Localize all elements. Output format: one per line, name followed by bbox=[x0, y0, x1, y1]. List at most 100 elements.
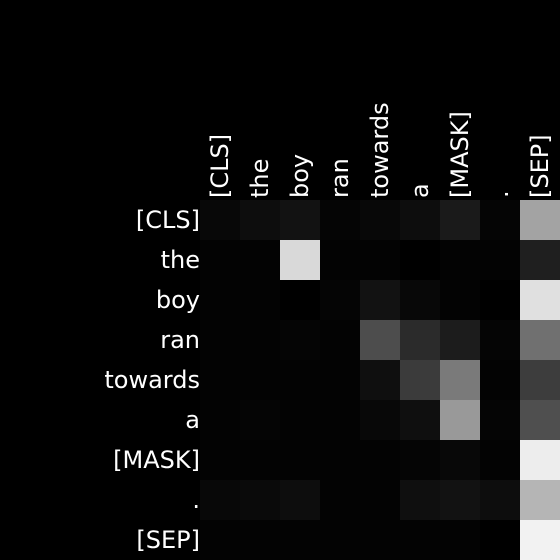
heatmap-cell-5-2 bbox=[280, 400, 320, 440]
heatmap-cell-5-6 bbox=[440, 400, 480, 440]
heatmap-cell-3-8 bbox=[520, 320, 560, 360]
heatmap-cell-6-8 bbox=[520, 440, 560, 480]
heatmap-cell-5-7 bbox=[480, 400, 520, 440]
y-tick-label: ran bbox=[160, 326, 200, 354]
y-tick-label: [MASK] bbox=[113, 446, 200, 474]
heatmap-cell-7-1 bbox=[240, 480, 280, 520]
heatmap-cell-6-6 bbox=[440, 440, 480, 480]
heatmap-cell-1-4 bbox=[360, 240, 400, 280]
heatmap-cell-3-7 bbox=[480, 320, 520, 360]
heatmap-cell-4-1 bbox=[240, 360, 280, 400]
heatmap-cell-7-0 bbox=[200, 480, 240, 520]
heatmap-cell-8-1 bbox=[240, 520, 280, 560]
heatmap-cell-6-2 bbox=[280, 440, 320, 480]
x-tick-label: a bbox=[406, 183, 434, 198]
heatmap-cell-4-2 bbox=[280, 360, 320, 400]
y-tick-label: towards bbox=[104, 366, 200, 394]
heatmap-cell-0-6 bbox=[440, 200, 480, 240]
heatmap-cell-4-7 bbox=[480, 360, 520, 400]
heatmap-cell-1-1 bbox=[240, 240, 280, 280]
heatmap-cell-4-3 bbox=[320, 360, 360, 400]
heatmap-cell-2-6 bbox=[440, 280, 480, 320]
heatmap-cell-7-2 bbox=[280, 480, 320, 520]
y-tick-label: . bbox=[192, 486, 200, 514]
heatmap-cell-2-0 bbox=[200, 280, 240, 320]
heatmap-cell-1-3 bbox=[320, 240, 360, 280]
x-tick-label: . bbox=[486, 190, 514, 198]
heatmap-cell-2-5 bbox=[400, 280, 440, 320]
heatmap-cell-6-4 bbox=[360, 440, 400, 480]
heatmap-cell-1-2 bbox=[280, 240, 320, 280]
y-tick-label: [CLS] bbox=[136, 206, 200, 234]
heatmap-cell-7-7 bbox=[480, 480, 520, 520]
heatmap-cell-3-0 bbox=[200, 320, 240, 360]
x-tick-label: boy bbox=[286, 154, 314, 198]
heatmap-cell-8-2 bbox=[280, 520, 320, 560]
heatmap-cell-7-6 bbox=[440, 480, 480, 520]
y-axis-tick-labels: [CLS] the boy ran towards a [MASK]. [SEP] bbox=[104, 206, 200, 554]
heatmap-cell-6-3 bbox=[320, 440, 360, 480]
heatmap-cell-1-6 bbox=[440, 240, 480, 280]
heatmap-cell-7-5 bbox=[400, 480, 440, 520]
heatmap-cell-2-3 bbox=[320, 280, 360, 320]
heatmap-cell-8-5 bbox=[400, 520, 440, 560]
heatmap-cell-5-3 bbox=[320, 400, 360, 440]
heatmap-cell-3-4 bbox=[360, 320, 400, 360]
heatmap-cell-1-5 bbox=[400, 240, 440, 280]
x-axis-tick-labels: [CLS] the boy ran towards a [MASK]. [SEP] bbox=[206, 102, 554, 198]
heatmap-cell-0-5 bbox=[400, 200, 440, 240]
heatmap-cell-4-6 bbox=[440, 360, 480, 400]
heatmap-cells bbox=[200, 200, 560, 560]
heatmap-cell-2-7 bbox=[480, 280, 520, 320]
heatmap-cell-2-2 bbox=[280, 280, 320, 320]
heatmap-cell-3-6 bbox=[440, 320, 480, 360]
heatmap-cell-5-4 bbox=[360, 400, 400, 440]
heatmap-cell-0-3 bbox=[320, 200, 360, 240]
heatmap-cell-6-5 bbox=[400, 440, 440, 480]
heatmap-cell-2-1 bbox=[240, 280, 280, 320]
heatmap-cell-6-1 bbox=[240, 440, 280, 480]
heatmap-cell-0-1 bbox=[240, 200, 280, 240]
heatmap-cell-5-8 bbox=[520, 400, 560, 440]
heatmap-cell-5-0 bbox=[200, 400, 240, 440]
x-tick-label: [CLS] bbox=[206, 134, 234, 198]
heatmap-cell-6-0 bbox=[200, 440, 240, 480]
heatmap-cell-0-7 bbox=[480, 200, 520, 240]
heatmap-cell-8-0 bbox=[200, 520, 240, 560]
heatmap-cell-8-6 bbox=[440, 520, 480, 560]
heatmap-cell-3-5 bbox=[400, 320, 440, 360]
heatmap-cell-3-1 bbox=[240, 320, 280, 360]
heatmap-cell-8-8 bbox=[520, 520, 560, 560]
heatmap-cell-7-3 bbox=[320, 480, 360, 520]
heatmap-cell-2-8 bbox=[520, 280, 560, 320]
heatmap-cell-3-3 bbox=[320, 320, 360, 360]
heatmap-cell-1-7 bbox=[480, 240, 520, 280]
heatmap-cell-1-0 bbox=[200, 240, 240, 280]
heatmap-cell-7-8 bbox=[520, 480, 560, 520]
heatmap-cell-3-2 bbox=[280, 320, 320, 360]
heatmap-cell-2-4 bbox=[360, 280, 400, 320]
heatmap-cell-0-2 bbox=[280, 200, 320, 240]
heatmap-cell-4-8 bbox=[520, 360, 560, 400]
heatmap-cell-8-4 bbox=[360, 520, 400, 560]
heatmap-cell-0-4 bbox=[360, 200, 400, 240]
y-tick-label: the bbox=[161, 246, 200, 274]
heatmap-cell-5-1 bbox=[240, 400, 280, 440]
y-tick-label: boy bbox=[156, 286, 200, 314]
x-tick-label: ran bbox=[326, 158, 354, 198]
heatmap-cell-5-5 bbox=[400, 400, 440, 440]
heatmap-cell-0-0 bbox=[200, 200, 240, 240]
heatmap-cell-8-7 bbox=[480, 520, 520, 560]
y-tick-label: [SEP] bbox=[136, 526, 200, 554]
heatmap-cell-8-3 bbox=[320, 520, 360, 560]
x-tick-label: the bbox=[246, 159, 274, 198]
heatmap-cell-1-8 bbox=[520, 240, 560, 280]
x-tick-label: towards bbox=[366, 102, 394, 198]
x-tick-label: [MASK] bbox=[446, 111, 474, 198]
y-tick-label: a bbox=[185, 406, 200, 434]
heatmap-cell-0-8 bbox=[520, 200, 560, 240]
heatmap-cell-7-4 bbox=[360, 480, 400, 520]
heatmap-cell-4-0 bbox=[200, 360, 240, 400]
heatmap-cell-6-7 bbox=[480, 440, 520, 480]
